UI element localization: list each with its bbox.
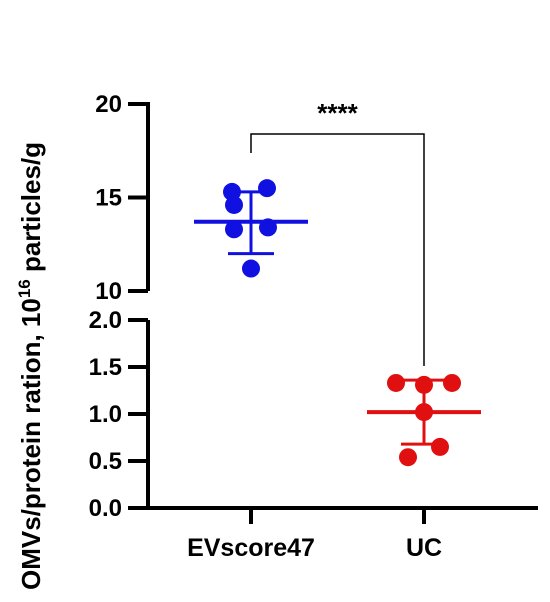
data-point [399,448,417,467]
y-tick-label: 15 [95,185,122,212]
data-point [431,437,449,456]
data-point [259,218,277,237]
data-point [242,259,260,278]
data-point [415,375,433,394]
y-tick-label: 0.0 [89,495,122,522]
x-tick-label: EVscore47 [187,534,315,562]
y-axis-label-exponent: 16 [15,279,34,298]
y-tick-label: 1.5 [89,354,122,381]
y-tick-label: 1.0 [89,401,122,428]
significance-bracket [250,133,425,366]
data-point [258,179,276,198]
y-tick-label: 10 [95,278,122,305]
y-tick-label: 20 [95,91,122,118]
data-point [225,195,243,214]
svg-text:OMVs/protein ration, 1016 part: OMVs/protein ration, 1016 particles/g [15,142,46,590]
data-point [415,403,433,422]
data-point [443,373,461,392]
significance-label: **** [317,98,358,128]
y-axis-label-main: OMVs/protein ration, 10 [16,298,46,590]
y-axis-label-tail: particles/g [16,142,46,279]
y-tick-label: 0.5 [89,448,122,475]
data-point [387,373,405,392]
x-tick-label: UC [406,534,442,562]
y-axis-label: OMVs/protein ration, 1016 particles/g [15,142,46,590]
data-point [225,220,243,239]
y-tick-label: 2.0 [89,307,122,334]
